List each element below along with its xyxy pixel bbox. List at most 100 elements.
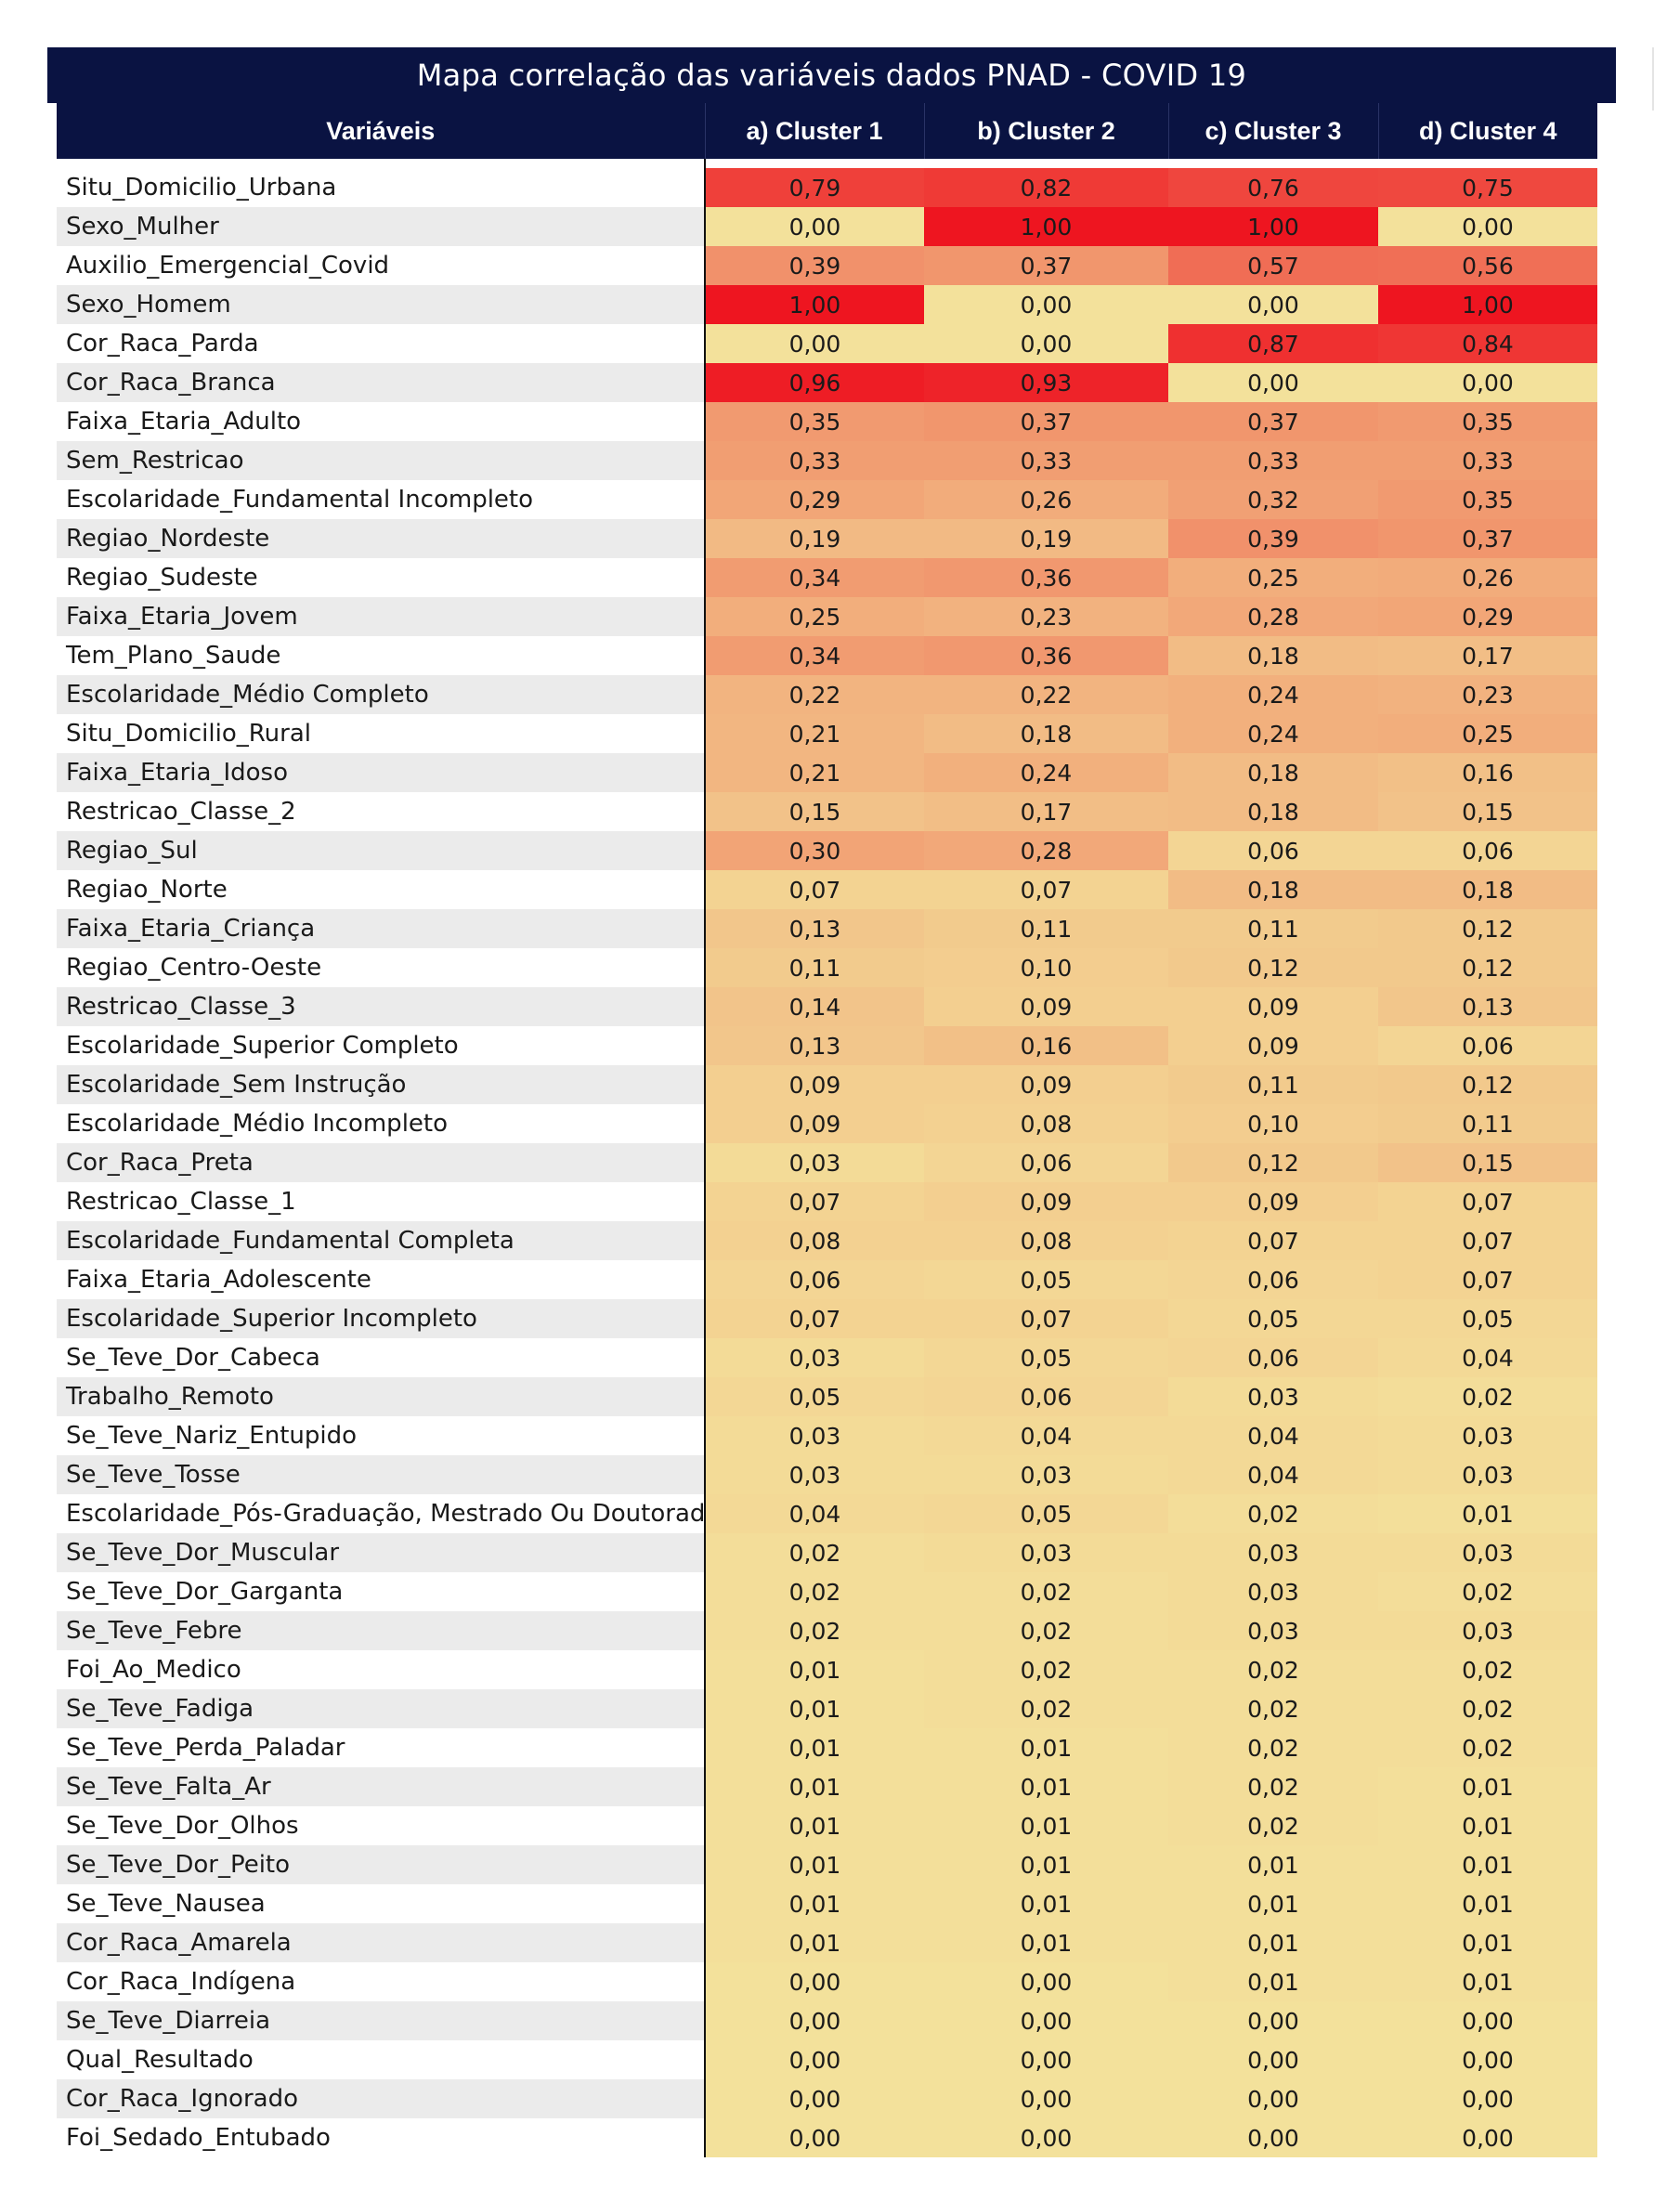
heat-cell: 0,02 — [1168, 1767, 1378, 1806]
heat-cell: 0,00 — [705, 324, 924, 363]
heat-cell: 0,02 — [1168, 1728, 1378, 1767]
heat-cell: 0,00 — [924, 1962, 1168, 2001]
heat-cell: 0,24 — [1168, 675, 1378, 714]
variable-label: Qual_Resultado — [57, 2040, 706, 2079]
table-row: Restricao_Classe_2 0,15 0,17 0,18 0,15 — [57, 792, 1597, 831]
variable-label: Faixa_Etaria_Idoso — [57, 753, 706, 792]
heat-cell: 0,84 — [1378, 324, 1597, 363]
variable-label: Regiao_Nordeste — [57, 519, 706, 558]
heat-cell: 1,00 — [1378, 285, 1597, 324]
variable-label: Sexo_Mulher — [57, 207, 706, 246]
heat-cell: 0,07 — [924, 870, 1168, 909]
heat-cell: 0,07 — [705, 1182, 924, 1221]
table-row: Se_Teve_Tosse 0,03 0,03 0,04 0,03 — [57, 1455, 1597, 1494]
table-row: Restricao_Classe_1 0,07 0,09 0,09 0,07 — [57, 1182, 1597, 1221]
heat-cell: 0,19 — [924, 519, 1168, 558]
variable-label: Se_Teve_Fadiga — [57, 1689, 706, 1728]
heat-cell: 0,05 — [924, 1494, 1168, 1533]
heat-cell: 0,04 — [705, 1494, 924, 1533]
heat-cell: 0,01 — [924, 1923, 1168, 1962]
heat-cell: 0,00 — [1378, 2118, 1597, 2157]
heat-cell: 0,11 — [705, 948, 924, 987]
heat-cell: 0,23 — [924, 597, 1168, 636]
heat-cell: 0,07 — [1168, 1221, 1378, 1260]
heat-cell: 0,06 — [705, 1260, 924, 1299]
heat-cell: 0,03 — [1378, 1533, 1597, 1572]
heat-cell: 0,08 — [924, 1221, 1168, 1260]
heat-cell: 0,26 — [924, 480, 1168, 519]
heat-cell: 0,00 — [705, 2079, 924, 2118]
spacer-right — [704, 159, 1597, 168]
heat-cell: 0,07 — [1378, 1260, 1597, 1299]
heat-cell: 0,02 — [1168, 1689, 1378, 1728]
heat-cell: 0,15 — [1378, 1143, 1597, 1182]
variable-label: Restricao_Classe_2 — [57, 792, 706, 831]
heat-cell: 0,03 — [1168, 1572, 1378, 1611]
table-row: Foi_Ao_Medico 0,01 0,02 0,02 0,02 — [57, 1650, 1597, 1689]
heat-cell: 0,25 — [1168, 558, 1378, 597]
table-row: Foi_Sedado_Entubado 0,00 0,00 0,00 0,00 — [57, 2118, 1597, 2157]
variable-label: Auxilio_Emergencial_Covid — [57, 246, 706, 285]
variable-label: Cor_Raca_Indígena — [57, 1962, 706, 2001]
heat-cell: 0,02 — [705, 1572, 924, 1611]
heat-cell: 0,03 — [1378, 1611, 1597, 1650]
variable-label: Situ_Domicilio_Urbana — [57, 168, 706, 207]
heat-cell: 0,01 — [924, 1728, 1168, 1767]
table-row: Faixa_Etaria_Adolescente 0,06 0,05 0,06 0,07 — [57, 1260, 1597, 1299]
variable-label: Escolaridade_Fundamental Completa — [57, 1221, 706, 1260]
variable-label: Situ_Domicilio_Rural — [57, 714, 706, 753]
table-row: Escolaridade_Médio Incompleto 0,09 0,08 0,1… — [57, 1104, 1597, 1143]
table-row: Se_Teve_Dor_Cabeca 0,03 0,05 0,06 0,04 — [57, 1338, 1597, 1377]
variable-label: Escolaridade_Superior Incompleto — [57, 1299, 706, 1338]
heat-cell: 0,26 — [1378, 558, 1597, 597]
heat-cell: 0,00 — [924, 2118, 1168, 2157]
table-row: Tem_Plano_Saude 0,34 0,36 0,18 0,17 — [57, 636, 1597, 675]
table-row: Se_Teve_Falta_Ar 0,01 0,01 0,02 0,01 — [57, 1767, 1597, 1806]
table-row: Se_Teve_Perda_Paladar 0,01 0,01 0,02 0,02 — [57, 1728, 1597, 1767]
heat-cell: 0,28 — [924, 831, 1168, 870]
heat-cell: 0,09 — [924, 1182, 1168, 1221]
heat-cell: 0,36 — [924, 558, 1168, 597]
table-row: Escolaridade_Pós-Graduação, Mestrado Ou … — [57, 1494, 1597, 1533]
heat-cell: 0,96 — [705, 363, 924, 402]
heat-cell: 0,56 — [1378, 246, 1597, 285]
heat-cell: 0,18 — [1168, 753, 1378, 792]
heat-cell: 0,05 — [924, 1260, 1168, 1299]
variable-label: Regiao_Centro-Oeste — [57, 948, 706, 987]
heat-cell: 0,19 — [705, 519, 924, 558]
table-row: Se_Teve_Fadiga 0,01 0,02 0,02 0,02 — [57, 1689, 1597, 1728]
table-row: Cor_Raca_Branca 0,96 0,93 0,00 0,00 — [57, 363, 1597, 402]
variable-label: Escolaridade_Pós-Graduação, Mestrado Ou … — [57, 1494, 706, 1533]
heat-cell: 0,01 — [1378, 1767, 1597, 1806]
variable-label: Restricao_Classe_3 — [57, 987, 706, 1026]
heat-cell: 0,36 — [924, 636, 1168, 675]
heat-cell: 0,07 — [924, 1299, 1168, 1338]
heat-cell: 0,03 — [705, 1143, 924, 1182]
table-row: Escolaridade_Fundamental Incompleto 0,29 0… — [57, 480, 1597, 519]
table-row: Se_Teve_Dor_Olhos 0,01 0,01 0,02 0,01 — [57, 1806, 1597, 1845]
heat-cell: 0,29 — [705, 480, 924, 519]
variable-label: Se_Teve_Nausea — [57, 1884, 706, 1923]
heat-cell: 0,02 — [705, 1611, 924, 1650]
heat-cell: 0,03 — [705, 1338, 924, 1377]
variable-label: Se_Teve_Tosse — [57, 1455, 706, 1494]
variable-label: Se_Teve_Dor_Olhos — [57, 1806, 706, 1845]
heat-cell: 0,11 — [924, 909, 1168, 948]
variable-label: Se_Teve_Diarreia — [57, 2001, 706, 2040]
spacer-section — [57, 159, 1597, 168]
heat-cell: 0,02 — [1378, 1572, 1597, 1611]
heat-cell: 0,35 — [705, 402, 924, 441]
heat-cell: 0,03 — [924, 1455, 1168, 1494]
heat-cell: 0,09 — [705, 1104, 924, 1143]
chart-title: Mapa correlação das variáveis dados PNAD… — [47, 47, 1616, 103]
variable-label: Cor_Raca_Preta — [57, 1143, 706, 1182]
heat-cell: 0,32 — [1168, 480, 1378, 519]
heat-cell: 0,34 — [705, 558, 924, 597]
heat-cell: 0,76 — [1168, 168, 1378, 207]
heat-cell: 0,37 — [1378, 519, 1597, 558]
variable-label: Se_Teve_Perda_Paladar — [57, 1728, 706, 1767]
table-row: Se_Teve_Nausea 0,01 0,01 0,01 0,01 — [57, 1884, 1597, 1923]
heat-cell: 0,13 — [1378, 987, 1597, 1026]
heat-cell: 0,02 — [924, 1650, 1168, 1689]
table-row: Escolaridade_Sem Instrução 0,09 0,09 0,11 0,… — [57, 1065, 1597, 1104]
